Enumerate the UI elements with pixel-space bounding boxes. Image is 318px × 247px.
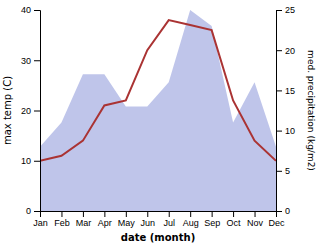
y-tick: 20 — [21, 106, 40, 116]
x-tick-label: Dec — [268, 218, 285, 228]
y2-tick-mark — [276, 211, 282, 212]
y2-tick: 5 — [276, 166, 290, 176]
x-tick: Mar — [76, 211, 92, 228]
y2-tick: 0 — [276, 206, 290, 216]
y-tick-label: 20 — [21, 106, 31, 116]
x-tick-mark — [233, 211, 234, 217]
y2-tick-mark — [276, 50, 282, 51]
y-tick-label: 10 — [21, 156, 31, 166]
x-tick: Dec — [268, 211, 285, 228]
axis-line — [34, 11, 41, 212]
x-tick: Aug — [183, 211, 199, 228]
x-tick: Jun — [141, 211, 156, 228]
y2-tick-label: 0 — [285, 206, 290, 216]
x-tick-label: Mar — [76, 218, 92, 228]
y-tick-mark — [34, 60, 40, 61]
x-tick-mark — [212, 211, 213, 217]
y2-axis: 0 5 10 15 20 25 — [276, 5, 295, 216]
x-tick-label: May — [118, 218, 136, 228]
x-tick-label: Oct — [227, 218, 242, 228]
x-tick-label: Nov — [247, 218, 264, 228]
y2-tick-mark — [276, 10, 282, 11]
y2-tick-label: 25 — [285, 5, 295, 15]
x-tick-label: Aug — [183, 218, 199, 228]
x-tick: Apr — [98, 211, 112, 228]
y2-tick-label: 10 — [285, 126, 295, 136]
x-tick-mark — [61, 211, 62, 217]
y2-tick-mark — [276, 90, 282, 91]
y2-tick: 15 — [276, 86, 295, 96]
x-tick-label: Jun — [141, 218, 156, 228]
precip-area — [40, 10, 276, 211]
y2-tick: 10 — [276, 126, 295, 136]
y-tick-label: 30 — [21, 56, 31, 66]
axis-line — [277, 11, 283, 212]
y-tick-label: 40 — [21, 5, 31, 15]
y-tick: 0 — [26, 206, 40, 216]
x-tick-label: Sep — [204, 218, 220, 228]
x-tick-label: Jan — [33, 218, 48, 228]
y-tick-mark — [34, 161, 40, 162]
x-tick: Oct — [227, 211, 242, 228]
y2-axis-title: med. precipitation (kg/m2) — [306, 50, 316, 171]
x-tick-mark — [147, 211, 148, 217]
x-tick-label: Apr — [98, 218, 112, 228]
y-tick-mark — [34, 211, 40, 212]
x-tick: Sep — [204, 211, 220, 228]
y-tick-mark — [34, 111, 40, 112]
axis-line — [41, 212, 277, 218]
chart: JanFebMarAprMayJunJulAugSepOctNovDec0102… — [0, 0, 318, 247]
y-axis-title: max temp (C) — [2, 76, 13, 145]
x-tick-mark — [83, 211, 84, 217]
y2-tick-mark — [276, 131, 282, 132]
x-tick: Jul — [163, 211, 175, 228]
x-tick-mark — [169, 211, 170, 217]
y2-tick-label: 5 — [285, 166, 290, 176]
y-tick-mark — [34, 10, 40, 11]
x-axis-title: date (month) — [121, 232, 195, 243]
temp-line — [40, 20, 276, 161]
x-tick: May — [118, 211, 136, 228]
x-tick-label: Feb — [54, 218, 70, 228]
y-axis: 0 10 20 30 40 — [21, 5, 41, 216]
x-tick-mark — [255, 211, 256, 217]
x-tick-mark — [126, 211, 127, 217]
y-tick: 30 — [21, 56, 40, 66]
plot-area: JanFebMarAprMayJunJulAugSepOctNovDec0102… — [21, 5, 295, 228]
x-tick-label: Jul — [163, 218, 175, 228]
y2-tick-label: 15 — [285, 86, 295, 96]
y2-tick-label: 20 — [285, 46, 295, 56]
marks — [40, 10, 276, 211]
x-tick-mark — [104, 211, 105, 217]
x-tick-mark — [190, 211, 191, 217]
x-tick: Nov — [247, 211, 264, 228]
y-tick: 10 — [21, 156, 40, 166]
y-tick-label: 0 — [26, 206, 31, 216]
x-tick: Jan — [33, 211, 48, 228]
y-tick: 40 — [21, 5, 40, 15]
x-tick: Feb — [54, 211, 70, 228]
y2-tick: 20 — [276, 46, 295, 56]
y2-tick: 25 — [276, 5, 295, 15]
y2-tick-mark — [276, 171, 282, 172]
x-axis: Jan Feb Mar Apr May Jun Jul Aug Sep Oct Nov Dec — [33, 211, 285, 228]
